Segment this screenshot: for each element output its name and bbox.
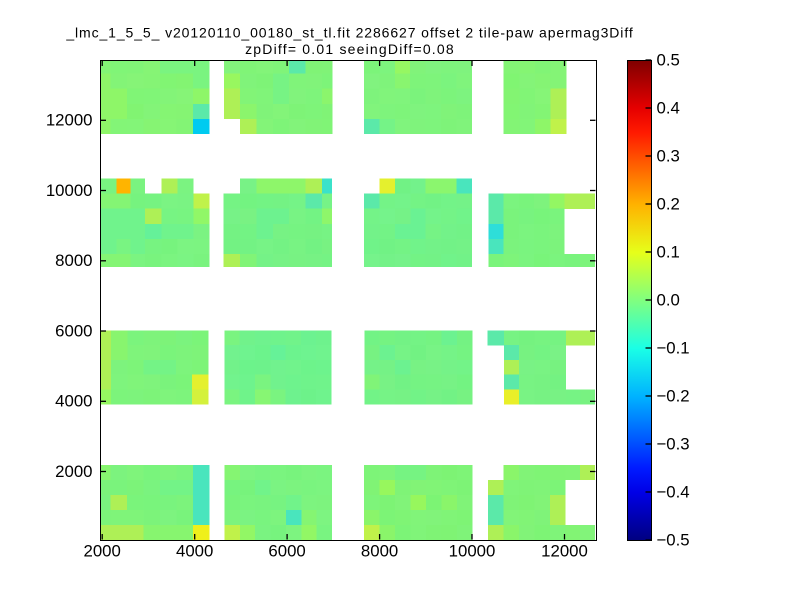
svg-text:0.5: 0.5 [657, 50, 680, 69]
svg-text:zpDiff= 0.01 seeingDiff=0.08: zpDiff= 0.01 seeingDiff=0.08 [245, 41, 455, 57]
svg-text:8000: 8000 [55, 251, 92, 270]
svg-text:0.1: 0.1 [657, 242, 680, 261]
svg-text:2000: 2000 [55, 462, 92, 481]
svg-text:4000: 4000 [55, 392, 92, 411]
svg-text:−0.2: −0.2 [657, 386, 690, 405]
svg-text:8000: 8000 [361, 542, 398, 561]
svg-text:4000: 4000 [176, 542, 213, 561]
svg-text:0.0: 0.0 [657, 290, 680, 309]
svg-text:10000: 10000 [449, 542, 496, 561]
svg-text:12000: 12000 [46, 111, 93, 130]
svg-text:0.2: 0.2 [657, 194, 680, 213]
svg-text:−0.5: −0.5 [657, 530, 690, 549]
svg-text:6000: 6000 [55, 321, 92, 340]
svg-text:10000: 10000 [46, 181, 93, 200]
svg-text:−0.1: −0.1 [657, 338, 690, 357]
svg-text:2000: 2000 [84, 542, 121, 561]
svg-text:−0.3: −0.3 [657, 434, 690, 453]
svg-text:12000: 12000 [541, 542, 588, 561]
svg-text:−0.4: −0.4 [657, 482, 690, 501]
svg-text:0.4: 0.4 [657, 98, 680, 117]
svg-text:6000: 6000 [268, 542, 305, 561]
svg-text:_lmc_1_5_5_ v20120110_00180_st: _lmc_1_5_5_ v20120110_00180_st_tl.fit 22… [65, 25, 633, 41]
svg-text:0.3: 0.3 [657, 146, 680, 165]
